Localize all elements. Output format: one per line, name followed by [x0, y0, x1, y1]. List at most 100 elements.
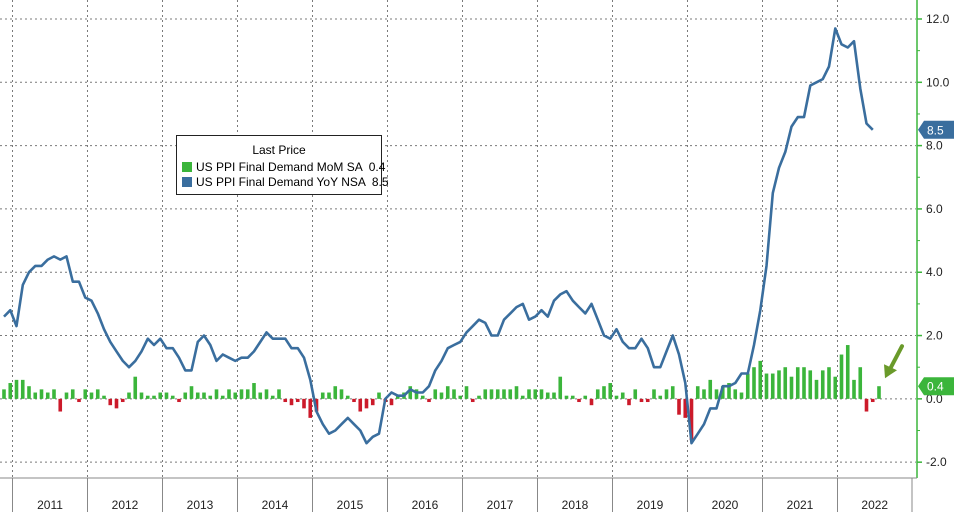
mom-bar — [745, 373, 750, 399]
yoy-line — [3, 27, 874, 445]
mom-bar — [52, 389, 56, 399]
mom-bar — [752, 367, 756, 399]
mom-bar — [795, 367, 800, 399]
mom-bar — [152, 395, 156, 399]
mom-bar — [164, 392, 169, 399]
mom-bar — [377, 392, 381, 399]
last-value-tag — [918, 120, 954, 139]
mom-bar — [702, 389, 706, 399]
mom-bar — [245, 389, 250, 399]
mom-bar — [602, 386, 606, 399]
x-year-label: 2018 — [562, 498, 589, 512]
legend-box: Last Price US PPI Final Demand MoM SA 0.… — [176, 135, 389, 195]
mom-bar — [658, 395, 663, 399]
mom-bar — [514, 386, 519, 399]
mom-bar — [733, 389, 738, 399]
mom-bar — [177, 398, 181, 403]
mom-bar — [364, 398, 369, 409]
mom-bar — [583, 395, 588, 399]
mom-bar — [8, 383, 13, 399]
mom-bar — [777, 370, 781, 399]
mom-bar — [45, 392, 50, 399]
mom-bar — [258, 392, 263, 399]
mom-bar — [77, 398, 81, 403]
mom-bar — [864, 398, 869, 412]
mom-bar — [477, 395, 481, 399]
mom-bar — [220, 395, 225, 399]
y-tick-label: 4.0 — [926, 265, 943, 279]
mom-bar — [264, 389, 269, 399]
last-value-text: 8.5 — [927, 123, 944, 137]
legend-value-yoy: 8.5 — [371, 174, 389, 189]
mom-bar — [327, 392, 331, 399]
gridlines — [0, 0, 916, 478]
mom-bar — [195, 392, 200, 399]
x-year-label: 2022 — [861, 498, 888, 512]
x-year-label: 2013 — [187, 498, 214, 512]
mom-bar — [277, 389, 281, 399]
mom-bar — [133, 376, 138, 399]
mom-bar — [227, 389, 231, 399]
y-tick-label: 12.0 — [926, 12, 950, 26]
mom-bar — [770, 373, 775, 399]
mom-bar — [308, 398, 313, 418]
mom-bar — [689, 398, 694, 441]
mom-bar — [433, 389, 438, 399]
mom-bar — [2, 389, 6, 399]
mom-bar — [802, 367, 806, 399]
mom-bar — [39, 389, 44, 399]
last-value-tag — [918, 377, 954, 396]
pointer-arrow-head — [884, 364, 897, 379]
mom-bar — [614, 395, 619, 399]
mom-bar — [564, 395, 569, 399]
y-axis: 12.0 10.0 8.0 6.0 4.0 2.0 0.0 -2.0 — [916, 0, 950, 478]
mom-bar — [458, 395, 463, 399]
mom-bar — [283, 398, 288, 403]
x-axis: 2011 2012 2013 2014 2015 2016 2017 2018 2019 2020… — [0, 477, 917, 512]
mom-bar — [677, 398, 681, 415]
x-year-label: 2020 — [712, 498, 739, 512]
legend-title: Last Price — [252, 143, 306, 157]
mom-bar — [208, 395, 213, 399]
mom-bar — [789, 376, 794, 399]
mom-bar — [483, 389, 488, 399]
mom-bar — [695, 386, 700, 399]
mom-bar — [495, 389, 500, 399]
mom-bar — [720, 386, 725, 399]
mom-bar — [464, 386, 469, 399]
mom-bar — [320, 392, 325, 399]
mom-bar — [833, 376, 838, 399]
mom-bar — [520, 395, 525, 399]
mom-bar — [202, 392, 206, 399]
mom-bar — [445, 386, 450, 399]
mom-bar — [27, 386, 31, 399]
mom-bar — [252, 383, 256, 399]
mom-bar — [239, 389, 244, 399]
mom-bar — [852, 379, 856, 399]
mom-bar — [595, 389, 600, 399]
mom-bar — [302, 398, 306, 409]
x-year-label: 2015 — [337, 498, 364, 512]
mom-bar — [683, 398, 688, 418]
mom-bar — [470, 398, 475, 403]
mom-bar — [114, 398, 119, 409]
mom-bar — [339, 389, 344, 399]
mom-bar — [145, 395, 150, 399]
mom-bar — [783, 367, 788, 399]
mom-bar — [58, 398, 63, 412]
mom-bar — [533, 389, 538, 399]
y-tick-label: 10.0 — [926, 75, 950, 89]
mom-bar — [33, 392, 38, 399]
mom-bar — [83, 389, 88, 399]
mom-bar — [420, 395, 425, 399]
mom-bar — [64, 392, 69, 399]
mom-bar — [170, 395, 175, 399]
mom-bar — [627, 398, 631, 406]
mom-bar — [858, 367, 863, 399]
y-tick-label: 8.0 — [926, 139, 943, 153]
x-year-label: 2017 — [487, 498, 514, 512]
mom-bar — [95, 389, 100, 399]
mom-bar — [439, 392, 444, 399]
mom-bar — [808, 370, 813, 399]
